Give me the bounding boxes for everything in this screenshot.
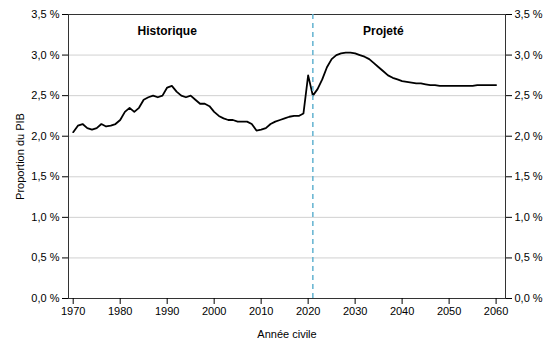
svg-text:1990: 1990 [155,305,179,317]
svg-text:3,0 %: 3,0 % [515,49,543,61]
svg-text:1,5 %: 1,5 % [515,170,543,182]
svg-text:2,5 %: 2,5 % [515,89,543,101]
svg-text:1,5 %: 1,5 % [31,170,59,182]
svg-text:2060: 2060 [484,305,508,317]
svg-text:0,5 %: 0,5 % [31,251,59,263]
svg-text:2040: 2040 [390,305,414,317]
svg-text:1980: 1980 [108,305,132,317]
svg-text:Année civile: Année civile [257,328,316,340]
svg-text:2010: 2010 [249,305,273,317]
svg-text:2030: 2030 [343,305,367,317]
svg-text:0,0 %: 0,0 % [515,292,543,304]
svg-text:3,5 %: 3,5 % [31,8,59,20]
svg-text:Proportion du PIB: Proportion du PIB [14,113,26,200]
svg-text:0,5 %: 0,5 % [515,251,543,263]
svg-text:2,0 %: 2,0 % [515,130,543,142]
svg-text:1,0 %: 1,0 % [515,211,543,223]
svg-text:Historique: Historique [138,24,198,38]
svg-text:2,0 %: 2,0 % [31,130,59,142]
svg-text:3,5 %: 3,5 % [515,8,543,20]
svg-text:1970: 1970 [61,305,85,317]
svg-text:2020: 2020 [296,305,320,317]
svg-text:1,0 %: 1,0 % [31,211,59,223]
svg-text:2,5 %: 2,5 % [31,89,59,101]
svg-text:0,0 %: 0,0 % [31,292,59,304]
svg-text:2000: 2000 [202,305,226,317]
svg-text:2050: 2050 [437,305,461,317]
svg-text:3,0 %: 3,0 % [31,49,59,61]
svg-text:Projeté: Projeté [363,24,404,38]
